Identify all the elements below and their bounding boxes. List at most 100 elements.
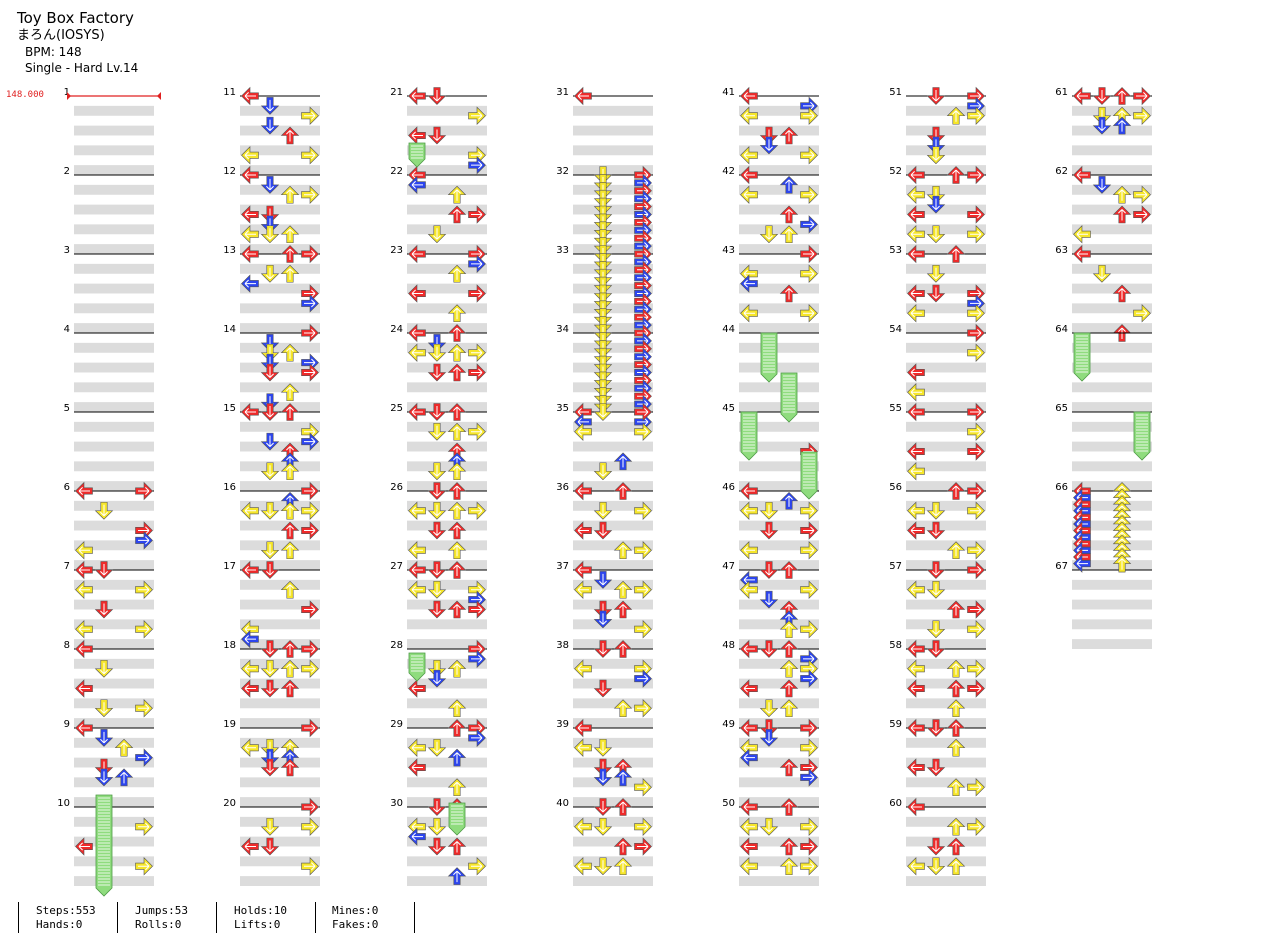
up-arrow bbox=[280, 383, 300, 402]
measure-number: 13 bbox=[223, 245, 236, 256]
beat-stripe bbox=[407, 382, 487, 393]
beat-stripe bbox=[1072, 421, 1152, 432]
down-arrow bbox=[926, 87, 946, 105]
left-arrow bbox=[574, 521, 592, 540]
beat-stripe bbox=[739, 283, 819, 294]
beat-stripe bbox=[240, 639, 320, 649]
hold-note bbox=[780, 372, 798, 423]
left-arrow bbox=[241, 205, 259, 224]
left-arrow bbox=[907, 857, 925, 876]
left-arrow bbox=[75, 580, 93, 599]
left-arrow bbox=[241, 738, 259, 757]
left-arrow bbox=[75, 481, 93, 501]
down-arrow bbox=[427, 817, 447, 836]
up-arrow bbox=[613, 798, 633, 816]
measure-54: 54 bbox=[889, 324, 986, 412]
up-arrow bbox=[280, 758, 300, 777]
left-arrow bbox=[740, 748, 758, 767]
beat-stripe bbox=[74, 263, 154, 274]
beat-stripe bbox=[240, 777, 320, 788]
measure-29: 29 bbox=[390, 719, 487, 807]
down-arrow bbox=[759, 136, 779, 155]
measure-number: 55 bbox=[889, 403, 902, 414]
measure-number: 29 bbox=[390, 719, 403, 730]
up-arrow bbox=[114, 738, 134, 757]
right-arrow bbox=[301, 639, 319, 659]
up-arrow bbox=[946, 659, 966, 678]
down-arrow bbox=[94, 659, 114, 678]
right-arrow bbox=[967, 323, 985, 343]
beat-stripe bbox=[74, 283, 154, 294]
beat-stripe bbox=[739, 402, 819, 412]
measure-23: 23 bbox=[390, 245, 487, 333]
beat-stripe bbox=[407, 125, 487, 136]
right-arrow bbox=[800, 620, 818, 639]
left-arrow bbox=[907, 797, 925, 817]
left-arrow bbox=[408, 402, 426, 422]
measure-2: 2 bbox=[64, 166, 154, 254]
right-arrow bbox=[800, 718, 818, 738]
beat-stripe bbox=[739, 481, 819, 491]
beat-stripe bbox=[739, 836, 819, 847]
left-arrow bbox=[574, 560, 592, 580]
up-arrow bbox=[946, 817, 966, 836]
right-arrow bbox=[634, 402, 652, 422]
up-arrow bbox=[1112, 87, 1132, 105]
measure-number: 64 bbox=[1055, 324, 1068, 335]
beat-stripe bbox=[240, 520, 320, 531]
beat-stripe bbox=[74, 402, 154, 412]
right-arrow bbox=[967, 817, 985, 836]
beat-stripe bbox=[1072, 105, 1152, 116]
up-arrow bbox=[280, 343, 300, 362]
measure-number: 19 bbox=[223, 719, 236, 730]
beat-stripe bbox=[573, 323, 653, 333]
right-arrow bbox=[800, 837, 818, 856]
beat-stripe bbox=[573, 856, 653, 867]
measure-number: 14 bbox=[223, 324, 236, 335]
right-arrow bbox=[301, 521, 319, 540]
left-arrow bbox=[75, 541, 93, 560]
beat-stripe bbox=[407, 579, 487, 590]
beat-stripe bbox=[407, 342, 487, 353]
beat-stripe bbox=[739, 777, 819, 788]
right-arrow bbox=[468, 205, 486, 224]
right-arrow bbox=[634, 659, 652, 678]
up-arrow bbox=[613, 600, 633, 619]
beat-stripe bbox=[74, 382, 154, 393]
down-arrow bbox=[427, 738, 447, 757]
beat-stripe bbox=[74, 323, 154, 333]
measure-number: 38 bbox=[556, 640, 569, 651]
down-arrow bbox=[593, 501, 613, 520]
left-arrow bbox=[740, 817, 758, 836]
up-arrow bbox=[447, 867, 467, 885]
up-arrow bbox=[946, 482, 966, 500]
beat-stripe bbox=[906, 105, 986, 116]
up-arrow bbox=[613, 699, 633, 718]
left-arrow bbox=[1073, 165, 1091, 185]
measure-number: 18 bbox=[223, 640, 236, 651]
beat-stripe bbox=[240, 856, 320, 867]
right-arrow bbox=[967, 620, 985, 639]
beat-stripe bbox=[407, 184, 487, 195]
right-arrow bbox=[135, 817, 153, 836]
beat-stripe bbox=[906, 323, 986, 333]
down-arrow bbox=[593, 738, 613, 757]
down-arrow bbox=[427, 403, 447, 421]
measure-43: 43 bbox=[722, 245, 819, 333]
beat-stripe bbox=[407, 244, 487, 254]
beat-stripe bbox=[1072, 500, 1152, 511]
measure-7: 7 bbox=[64, 561, 154, 649]
up-arrow bbox=[447, 403, 467, 421]
right-arrow bbox=[1133, 86, 1151, 106]
left-arrow bbox=[75, 679, 93, 698]
beat-stripe bbox=[1072, 204, 1152, 215]
beat-stripe bbox=[906, 263, 986, 274]
right-arrow bbox=[800, 185, 818, 204]
down-arrow bbox=[593, 571, 613, 589]
up-arrow bbox=[447, 837, 467, 856]
beat-stripe bbox=[573, 125, 653, 136]
beat-stripe bbox=[74, 599, 154, 610]
beat-stripe bbox=[74, 165, 154, 175]
left-arrow bbox=[241, 86, 259, 106]
right-arrow bbox=[468, 343, 486, 362]
